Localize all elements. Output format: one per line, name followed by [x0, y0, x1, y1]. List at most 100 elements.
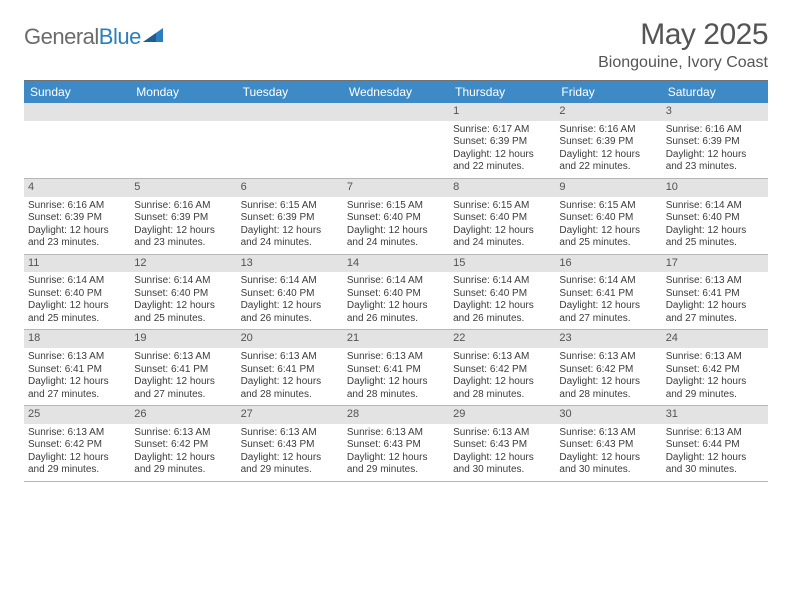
- daylight-line: Daylight: 12 hours and 25 minutes.: [666, 225, 764, 250]
- day-of-week-cell: Saturday: [662, 81, 768, 103]
- sunrise-line: Sunrise: 6:13 AM: [134, 427, 232, 440]
- daylight-line: Daylight: 12 hours and 22 minutes.: [559, 149, 657, 174]
- sunrise-line: Sunrise: 6:13 AM: [559, 427, 657, 440]
- daylight-line: Daylight: 12 hours and 23 minutes.: [28, 225, 126, 250]
- sunrise-line: Sunrise: 6:15 AM: [347, 200, 445, 213]
- daylight-line: Daylight: 12 hours and 28 minutes.: [347, 376, 445, 401]
- day-number: 15: [449, 255, 555, 273]
- sunset-line: Sunset: 6:42 PM: [559, 364, 657, 377]
- day-cell: 19Sunrise: 6:13 AMSunset: 6:41 PMDayligh…: [130, 330, 236, 405]
- sunrise-line: Sunrise: 6:13 AM: [666, 275, 764, 288]
- sunset-line: Sunset: 6:41 PM: [347, 364, 445, 377]
- day-cell: 4Sunrise: 6:16 AMSunset: 6:39 PMDaylight…: [24, 179, 130, 254]
- day-number-empty: [24, 103, 130, 121]
- daylight-line: Daylight: 12 hours and 29 minutes.: [28, 452, 126, 477]
- day-cell: [24, 103, 130, 178]
- day-cell: 20 Sunrise: 6:13 AMSunset: 6:41 PMDayligh…: [237, 330, 343, 405]
- day-number: 7: [343, 179, 449, 197]
- daylight-line: Daylight: 12 hours and 25 minutes.: [559, 225, 657, 250]
- daylight-line: Daylight: 12 hours and 27 minutes.: [28, 376, 126, 401]
- daylight-line: Daylight: 12 hours and 25 minutes.: [28, 300, 126, 325]
- sunset-line: Sunset: 6:40 PM: [28, 288, 126, 301]
- sunset-line: Sunset: 6:43 PM: [453, 439, 551, 452]
- day-cell: 13Sunrise: 6:14 AMSunset: 6:40 PMDayligh…: [237, 255, 343, 330]
- week-row: 18Sunrise: 6:13 AMSunset: 6:41 PMDayligh…: [24, 330, 768, 406]
- sunrise-line: Sunrise: 6:13 AM: [241, 427, 339, 440]
- daylight-line: Daylight: 12 hours and 27 minutes.: [559, 300, 657, 325]
- day-number: 20: [237, 330, 343, 348]
- sunset-line: Sunset: 6:39 PM: [453, 136, 551, 149]
- sunset-line: Sunset: 6:43 PM: [347, 439, 445, 452]
- sunrise-line: Sunrise: 6:14 AM: [347, 275, 445, 288]
- sunrise-line: Sunrise: 6:13 AM: [453, 351, 551, 364]
- day-number: 3: [662, 103, 768, 121]
- daylight-line: Daylight: 12 hours and 29 minutes.: [347, 452, 445, 477]
- daylight-line: Daylight: 12 hours and 28 minutes.: [241, 376, 339, 401]
- daylight-line: Daylight: 12 hours and 24 minutes.: [241, 225, 339, 250]
- sunrise-line: Sunrise: 6:13 AM: [453, 427, 551, 440]
- sunrise-line: Sunrise: 6:16 AM: [666, 124, 764, 137]
- daylight-line: Daylight: 12 hours and 22 minutes.: [453, 149, 551, 174]
- sunrise-line: Sunrise: 6:16 AM: [134, 200, 232, 213]
- daylight-line: Daylight: 12 hours and 24 minutes.: [347, 225, 445, 250]
- day-number: 24: [662, 330, 768, 348]
- day-cell: 9Sunrise: 6:15 AMSunset: 6:40 PMDaylight…: [555, 179, 661, 254]
- sunset-line: Sunset: 6:42 PM: [453, 364, 551, 377]
- page: GeneralBlue May 2025 Biongouine, Ivory C…: [0, 0, 792, 612]
- day-number-empty: [237, 103, 343, 121]
- daylight-line: Daylight: 12 hours and 29 minutes.: [241, 452, 339, 477]
- sunrise-line: Sunrise: 6:16 AM: [28, 200, 126, 213]
- day-cell: [343, 103, 449, 178]
- day-of-week-cell: Sunday: [24, 81, 130, 103]
- day-cell: 25Sunrise: 6:13 AMSunset: 6:42 PMDayligh…: [24, 406, 130, 481]
- sunset-line: Sunset: 6:39 PM: [241, 212, 339, 225]
- day-number: 18: [24, 330, 130, 348]
- sunrise-line: Sunrise: 6:13 AM: [28, 427, 126, 440]
- location: Biongouine, Ivory Coast: [598, 54, 768, 72]
- sunset-line: Sunset: 6:41 PM: [666, 288, 764, 301]
- day-cell: 31Sunrise: 6:13 AMSunset: 6:44 PMDayligh…: [662, 406, 768, 481]
- sunrise-line: Sunrise: 6:13 AM: [241, 351, 339, 364]
- logo-triangle-icon: [143, 26, 165, 49]
- sunrise-line: Sunrise: 6:13 AM: [28, 351, 126, 364]
- week-row: 25Sunrise: 6:13 AMSunset: 6:42 PMDayligh…: [24, 406, 768, 482]
- sunset-line: Sunset: 6:43 PM: [559, 439, 657, 452]
- logo-word-1: General: [24, 24, 99, 49]
- day-of-week-cell: Wednesday: [343, 81, 449, 103]
- logo: GeneralBlue: [24, 18, 165, 50]
- sunset-line: Sunset: 6:42 PM: [134, 439, 232, 452]
- day-number: 21: [343, 330, 449, 348]
- day-number: 27: [237, 406, 343, 424]
- day-cell: 23Sunrise: 6:13 AMSunset: 6:42 PMDayligh…: [555, 330, 661, 405]
- sunrise-line: Sunrise: 6:16 AM: [559, 124, 657, 137]
- day-number: 11: [24, 255, 130, 273]
- day-cell: 10Sunrise: 6:14 AMSunset: 6:40 PMDayligh…: [662, 179, 768, 254]
- day-number: 8: [449, 179, 555, 197]
- day-number: 26: [130, 406, 236, 424]
- title-block: May 2025 Biongouine, Ivory Coast: [598, 18, 768, 72]
- sunset-line: Sunset: 6:39 PM: [666, 136, 764, 149]
- sunset-line: Sunset: 6:44 PM: [666, 439, 764, 452]
- day-number: 9: [555, 179, 661, 197]
- day-of-week-cell: Tuesday: [237, 81, 343, 103]
- sunrise-line: Sunrise: 6:14 AM: [666, 200, 764, 213]
- day-cell: 27Sunrise: 6:13 AMSunset: 6:43 PMDayligh…: [237, 406, 343, 481]
- day-cell: 3Sunrise: 6:16 AMSunset: 6:39 PMDaylight…: [662, 103, 768, 178]
- sunrise-line: Sunrise: 6:15 AM: [453, 200, 551, 213]
- day-number: 23: [555, 330, 661, 348]
- sunrise-line: Sunrise: 6:15 AM: [559, 200, 657, 213]
- day-number: 30: [555, 406, 661, 424]
- daylight-line: Daylight: 12 hours and 25 minutes.: [134, 300, 232, 325]
- day-cell: 11 Sunrise: 6:14 AMSunset: 6:40 PMDayligh…: [24, 255, 130, 330]
- day-of-week-cell: Thursday: [449, 81, 555, 103]
- sunset-line: Sunset: 6:41 PM: [241, 364, 339, 377]
- day-number: 14: [343, 255, 449, 273]
- day-number: 29: [449, 406, 555, 424]
- day-cell: 16Sunrise: 6:14 AMSunset: 6:41 PMDayligh…: [555, 255, 661, 330]
- sunrise-line: Sunrise: 6:14 AM: [28, 275, 126, 288]
- sunset-line: Sunset: 6:41 PM: [559, 288, 657, 301]
- sunset-line: Sunset: 6:40 PM: [453, 212, 551, 225]
- sunrise-line: Sunrise: 6:14 AM: [559, 275, 657, 288]
- week-row: 4Sunrise: 6:16 AMSunset: 6:39 PMDaylight…: [24, 179, 768, 255]
- day-cell: 17Sunrise: 6:13 AMSunset: 6:41 PMDayligh…: [662, 255, 768, 330]
